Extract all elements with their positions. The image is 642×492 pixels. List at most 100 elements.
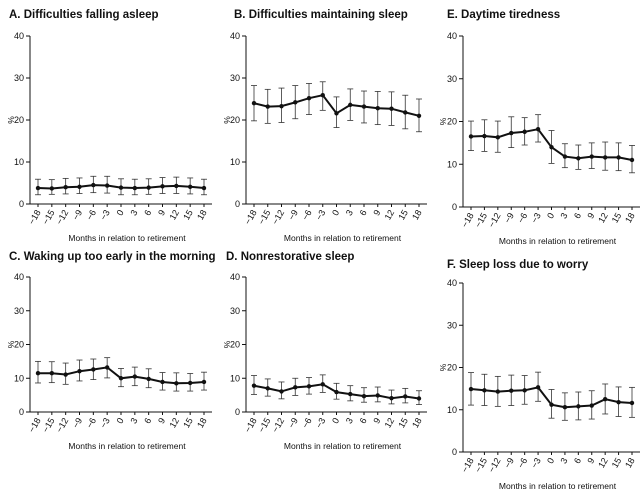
y-axis-label: % bbox=[438, 363, 448, 371]
x-tick-label: 6 bbox=[572, 211, 583, 220]
data-point bbox=[375, 106, 380, 111]
y-tick-label: 10 bbox=[14, 373, 24, 383]
y-tick-label: 20 bbox=[230, 115, 240, 125]
x-tick-label: 9 bbox=[371, 416, 382, 425]
panel-grid: A. Difficulties falling asleep010203040%… bbox=[6, 9, 640, 491]
y-tick-label: 30 bbox=[14, 73, 24, 83]
data-point bbox=[602, 396, 608, 402]
x-tick-label: 9 bbox=[585, 211, 596, 220]
y-tick-label: 40 bbox=[447, 278, 457, 288]
y-tick-label: 30 bbox=[230, 306, 240, 316]
x-tick-label: −12 bbox=[54, 208, 70, 226]
y-tick-label: 20 bbox=[447, 117, 457, 127]
chart-panel-2: B. Difficulties maintaining sleep0102030… bbox=[222, 9, 427, 243]
data-point bbox=[522, 129, 527, 134]
x-tick-label: 6 bbox=[142, 208, 153, 217]
x-tick-label: −15 bbox=[473, 456, 489, 474]
x-tick-label: −3 bbox=[529, 456, 543, 470]
x-tick-label: −6 bbox=[84, 208, 98, 222]
y-tick-label: 20 bbox=[14, 115, 24, 125]
x-tick-label: 6 bbox=[142, 416, 153, 425]
panel-title: D. Nonrestorative sleep bbox=[226, 251, 354, 263]
x-tick-label: −3 bbox=[314, 208, 328, 222]
x-tick-label: 3 bbox=[128, 208, 139, 217]
x-tick-label: −12 bbox=[54, 416, 70, 434]
x-tick-label: 6 bbox=[572, 456, 583, 465]
data-point bbox=[104, 365, 110, 370]
data-point bbox=[306, 384, 312, 389]
data-point bbox=[589, 154, 594, 159]
x-tick-label: −18 bbox=[26, 416, 42, 434]
data-point bbox=[616, 155, 621, 160]
x-tick-label: −3 bbox=[529, 211, 543, 225]
y-tick-label: 10 bbox=[447, 405, 457, 415]
data-point bbox=[146, 376, 151, 382]
x-axis-label: Months in relation to retirement bbox=[499, 481, 617, 491]
x-tick-label: −12 bbox=[270, 416, 286, 434]
y-tick-label: 40 bbox=[230, 31, 240, 41]
data-point bbox=[549, 144, 554, 150]
y-tick-label: 30 bbox=[14, 306, 24, 316]
y-axis-label: % bbox=[6, 340, 16, 348]
x-tick-label: 3 bbox=[344, 416, 355, 425]
data-point bbox=[616, 399, 621, 405]
x-tick-label: −9 bbox=[70, 416, 84, 430]
data-point bbox=[63, 372, 68, 377]
x-tick-label: −18 bbox=[459, 456, 475, 474]
data-point bbox=[306, 95, 312, 101]
data-point bbox=[334, 111, 339, 116]
data-point bbox=[495, 135, 501, 140]
y-tick-label: 20 bbox=[230, 340, 240, 350]
x-tick-label: −18 bbox=[26, 208, 42, 226]
data-point bbox=[174, 381, 179, 386]
panel-title: A. Difficulties falling asleep bbox=[9, 9, 159, 21]
x-axis-label: Months in relation to retirement bbox=[284, 441, 402, 451]
x-tick-label: −6 bbox=[300, 416, 314, 430]
data-point bbox=[118, 376, 124, 381]
data-point bbox=[348, 391, 353, 397]
y-tick-label: 10 bbox=[14, 157, 24, 167]
data-point bbox=[509, 130, 514, 136]
y-axis-label: % bbox=[222, 340, 232, 348]
x-tick-label: 15 bbox=[181, 416, 195, 430]
data-point bbox=[293, 385, 298, 390]
data-point bbox=[602, 155, 608, 160]
x-tick-label: 18 bbox=[195, 416, 209, 430]
x-tick-label: −15 bbox=[40, 416, 56, 434]
chart-panel-1: A. Difficulties falling asleep010203040%… bbox=[6, 9, 212, 243]
data-point bbox=[279, 103, 284, 109]
y-tick-label: 40 bbox=[14, 31, 24, 41]
x-tick-label: −9 bbox=[70, 208, 84, 222]
y-tick-label: 10 bbox=[447, 159, 457, 169]
y-tick-label: 0 bbox=[19, 407, 24, 417]
x-tick-label: −18 bbox=[242, 208, 258, 226]
data-point bbox=[91, 367, 96, 372]
data-point bbox=[562, 154, 568, 159]
chart-panel-4: C. Waking up too early in the morning 0 10… bbox=[6, 251, 216, 451]
y-tick-label: 40 bbox=[447, 31, 457, 41]
y-tick-label: 0 bbox=[452, 202, 457, 212]
x-tick-label: −6 bbox=[300, 208, 314, 222]
y-tick-label: 0 bbox=[452, 447, 457, 457]
x-tick-label: 12 bbox=[596, 456, 610, 470]
data-point bbox=[118, 185, 124, 190]
y-tick-label: 10 bbox=[230, 157, 240, 167]
x-tick-label: −18 bbox=[242, 416, 258, 434]
x-tick-label: 0 bbox=[115, 416, 126, 425]
data-point bbox=[49, 186, 55, 191]
data-point bbox=[535, 126, 541, 132]
data-point bbox=[549, 402, 554, 407]
data-point bbox=[495, 389, 501, 394]
x-tick-label: −12 bbox=[270, 208, 286, 226]
data-point bbox=[416, 396, 422, 401]
data-point bbox=[251, 383, 257, 388]
data-point bbox=[320, 382, 325, 387]
x-tick-label: 15 bbox=[610, 211, 624, 225]
x-tick-label: 6 bbox=[358, 416, 369, 425]
y-tick-label: 30 bbox=[230, 73, 240, 83]
x-tick-label: 15 bbox=[396, 208, 410, 222]
x-tick-label: −6 bbox=[84, 416, 98, 430]
chart-panel-6: F. Sleep loss due to worry010203040%−18−… bbox=[438, 259, 640, 491]
x-tick-label: −15 bbox=[473, 211, 489, 229]
data-point bbox=[35, 185, 41, 191]
